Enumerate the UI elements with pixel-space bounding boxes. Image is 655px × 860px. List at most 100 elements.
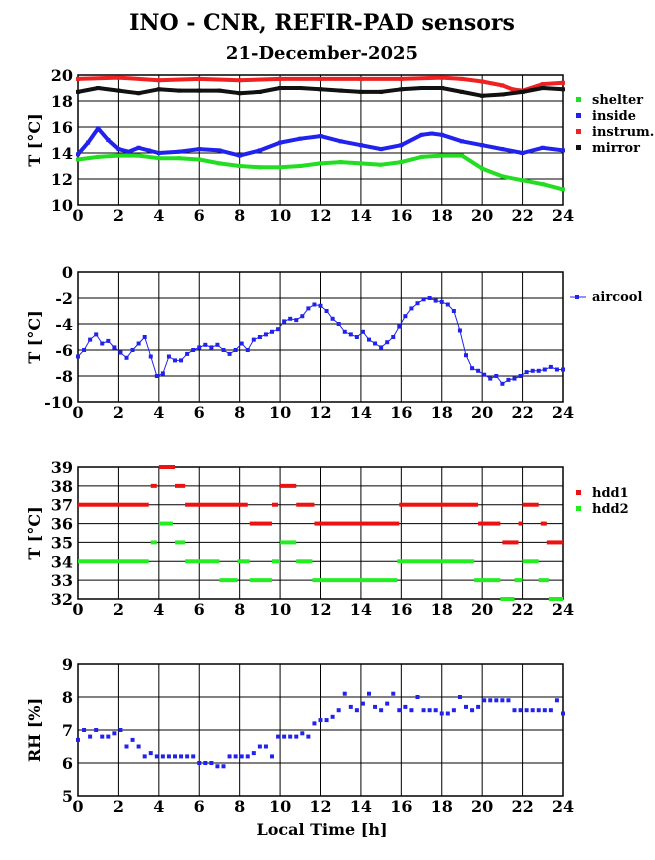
y-tick-label: 39 <box>51 458 73 477</box>
legend-label: aircool <box>592 290 642 305</box>
y-tick-label: -6 <box>55 341 73 360</box>
y-axis-label: T [°C] <box>25 310 44 363</box>
data-point-instrum. <box>197 76 202 81</box>
data-point-aircool <box>245 348 250 352</box>
data-point-mirror <box>399 87 404 92</box>
data-point-inside <box>136 145 141 150</box>
data-point-aircool <box>203 342 208 347</box>
data-point-aircool <box>106 338 111 343</box>
data-point-mirror <box>480 93 485 98</box>
data-point-instrum. <box>480 79 485 84</box>
data-point-RH <box>221 764 226 769</box>
data-point-aircool <box>403 314 408 319</box>
x-tick-label: 12 <box>309 600 331 619</box>
data-point-RH <box>476 704 481 709</box>
data-point-aircool <box>112 345 117 350</box>
data-point-aircool <box>354 335 359 339</box>
data-point-aircool <box>215 342 220 347</box>
data-point-aircool <box>518 374 523 378</box>
data-segment-hdd2 <box>175 540 186 545</box>
data-point-aircool <box>148 354 153 359</box>
data-point-RH <box>518 708 523 713</box>
data-point-instrum. <box>278 76 283 81</box>
data-point-RH <box>282 734 287 739</box>
data-point-aircool <box>433 298 438 303</box>
data-point-RH <box>106 734 111 739</box>
data-point-inside <box>237 153 242 158</box>
data-point-shelter <box>561 187 565 192</box>
y-tick-label: 33 <box>51 571 73 590</box>
x-tick-label: 8 <box>234 797 245 816</box>
data-point-instrum. <box>76 76 80 81</box>
x-tick-label: 18 <box>431 797 453 816</box>
y-tick-label: -8 <box>55 367 73 386</box>
x-tick-label: 14 <box>350 600 372 619</box>
data-point-RH <box>239 754 244 759</box>
data-point-RH <box>542 708 547 713</box>
data-point-mirror <box>419 86 424 90</box>
plot-frame <box>77 663 564 797</box>
data-point-aircool <box>561 367 565 372</box>
x-tick-label: 2 <box>113 600 124 619</box>
data-point-RH <box>233 754 238 759</box>
data-point-aircool <box>154 374 159 378</box>
data-point-aircool <box>191 348 196 352</box>
x-tick-label: 18 <box>431 403 453 422</box>
data-point-RH <box>421 708 426 713</box>
data-segment-hdd2 <box>312 578 398 583</box>
data-point-RH <box>245 754 250 759</box>
data-segment-hdd1 <box>158 465 175 469</box>
data-point-aircool <box>82 348 87 352</box>
y-tick-label: 9 <box>62 655 73 674</box>
data-point-aircool <box>409 306 414 311</box>
data-point-shelter <box>338 160 343 165</box>
data-point-RH <box>457 695 462 699</box>
data-point-inside <box>177 149 182 154</box>
x-tick-label: 4 <box>153 403 164 422</box>
data-point-RH <box>76 737 80 742</box>
data-segment-hdd1 <box>518 521 523 526</box>
y-tick-label: -2 <box>55 289 73 308</box>
legend-marker <box>575 295 579 299</box>
data-point-shelter <box>459 153 464 158</box>
data-point-RH <box>312 721 317 726</box>
data-point-aircool <box>263 332 268 337</box>
data-point-RH <box>373 704 378 709</box>
data-point-RH <box>94 728 99 732</box>
y-tick-label: -10 <box>44 393 73 412</box>
data-point-aircool <box>421 297 426 302</box>
data-point-RH <box>385 701 390 706</box>
data-point-aircool <box>536 368 541 373</box>
data-point-RH <box>464 704 468 709</box>
data-point-aircool <box>542 367 547 372</box>
data-point-RH <box>251 751 256 756</box>
x-tick-label: 12 <box>309 797 331 816</box>
y-tick-label: 36 <box>51 515 73 534</box>
legend-label: inside <box>592 109 636 124</box>
data-segment-hdd2 <box>522 559 539 564</box>
data-segment-hdd1 <box>272 502 279 507</box>
data-point-inside <box>86 140 91 145</box>
data-point-aircool <box>124 355 129 360</box>
x-tick-label: 14 <box>350 206 372 225</box>
x-tick-label: 22 <box>511 403 533 422</box>
x-tick-label: 0 <box>72 600 83 619</box>
legend-label: hdd1 <box>592 486 629 501</box>
data-point-inside <box>480 143 485 148</box>
data-point-shelter <box>399 160 404 165</box>
plot-frame <box>77 74 564 206</box>
data-point-RH <box>100 734 105 739</box>
data-point-instrum. <box>116 75 121 80</box>
y-axis-label: T [°C] <box>25 506 44 559</box>
data-point-aircool <box>445 302 450 307</box>
y-axis-label: RH [%] <box>25 698 44 762</box>
data-point-aircool <box>282 319 287 324</box>
data-point-RH <box>494 698 499 703</box>
data-point-RH <box>227 754 232 759</box>
data-point-instrum. <box>561 80 565 85</box>
data-point-aircool <box>330 316 335 321</box>
data-point-aircool <box>270 329 274 334</box>
x-tick-label: 22 <box>511 600 533 619</box>
data-point-RH <box>179 754 184 759</box>
